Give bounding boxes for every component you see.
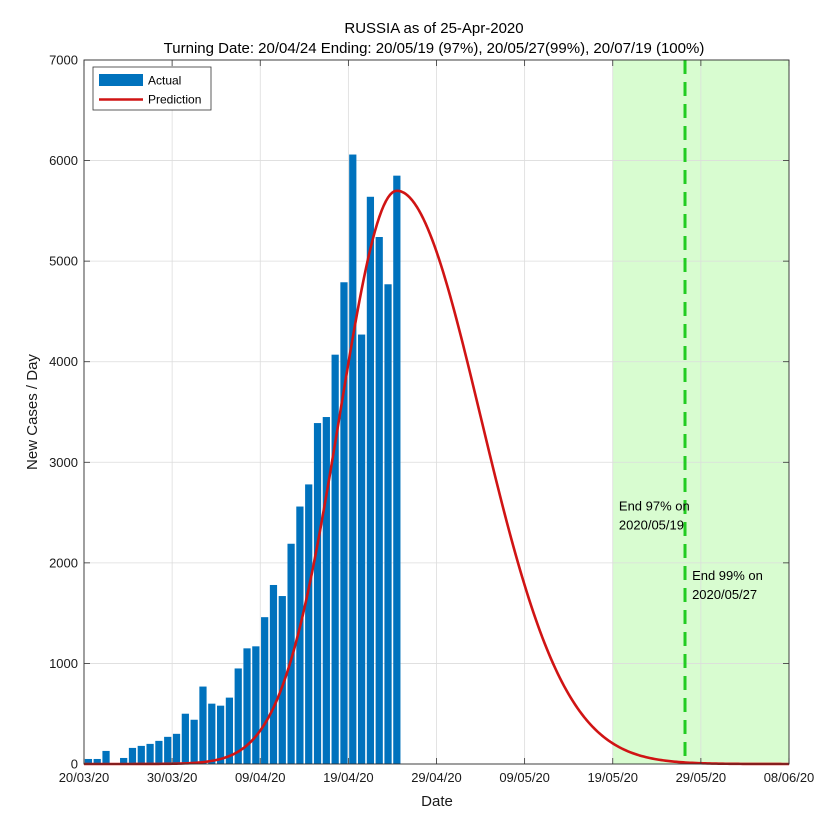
y-tick-label: 4000 [49, 354, 78, 369]
actual-bar [366, 196, 375, 764]
actual-bar [146, 743, 154, 764]
legend-actual-swatch [99, 74, 143, 86]
y-tick-label: 1000 [49, 656, 78, 671]
actual-bar [137, 745, 145, 764]
actual-bar [120, 757, 128, 764]
legend-prediction-label: Prediction [148, 93, 201, 107]
y-tick-label: 5000 [49, 254, 78, 269]
y-tick-label: 3000 [49, 455, 78, 470]
actual-bar [261, 617, 269, 764]
annotation-end-97-line-2: 2020/05/19 [619, 518, 684, 533]
grid [84, 60, 789, 764]
plot-area [83, 59, 790, 766]
y-tick-label: 7000 [49, 53, 78, 68]
x-tick-label: 19/05/20 [587, 770, 638, 785]
annotations: End 97% on 2020/05/19 End 99% on 2020/05… [619, 499, 766, 602]
actual-bar [102, 750, 110, 764]
x-tick-label: 09/04/20 [235, 770, 286, 785]
y-tick-label: 2000 [49, 555, 78, 570]
annotation-end-99-line-2: 2020/05/27 [692, 587, 757, 602]
x-tick-label: 20/03/20 [59, 770, 110, 785]
actual-bar [322, 417, 330, 764]
actual-bar [155, 740, 163, 764]
prediction-line [84, 189, 789, 766]
x-tick-label: 08/06/20 [764, 770, 815, 785]
annotation-end-97-line-1: End 97% on [619, 499, 690, 514]
actual-bar [252, 646, 260, 764]
y-tick-label: 0 [71, 757, 78, 772]
annotation-end-97: End 97% on 2020/05/19 [619, 499, 693, 533]
actual-bar [393, 175, 401, 764]
actual-bar [84, 758, 93, 764]
x-tick-label: 30/03/20 [147, 770, 198, 785]
annotation-end-99-line-1: End 99% on [692, 568, 763, 583]
actual-bar [278, 596, 286, 764]
actual-bars [84, 154, 401, 765]
actual-bar [331, 354, 339, 764]
actual-bar [128, 747, 137, 764]
actual-bar [225, 697, 234, 764]
actual-bar [243, 648, 251, 764]
actual-bar [357, 334, 366, 764]
chart-title: RUSSIA as of 25-Apr-2020 [344, 20, 523, 37]
actual-bar [269, 584, 278, 764]
actual-bar [375, 237, 383, 764]
y-tick-label: 6000 [49, 153, 78, 168]
actual-bar [234, 668, 242, 764]
actual-bar [208, 703, 216, 764]
actual-bar [181, 713, 189, 764]
actual-bar [305, 484, 313, 764]
actual-bar [216, 705, 225, 764]
legend-actual-label: Actual [148, 74, 181, 88]
x-tick-label: 09/05/20 [499, 770, 550, 785]
x-tick-label: 29/04/20 [411, 770, 462, 785]
annotation-end-99: End 99% on 2020/05/27 [692, 568, 766, 602]
x-tick-label: 29/05/20 [676, 770, 727, 785]
actual-bar [340, 282, 348, 764]
actual-bar [190, 719, 198, 764]
chart-subtitle: Turning Date: 20/04/24 Ending: 20/05/19 … [164, 40, 705, 57]
actual-bar [172, 733, 181, 764]
x-tick-label: 19/04/20 [323, 770, 374, 785]
x-axis-label: Date [421, 793, 453, 810]
actual-bar [93, 758, 101, 764]
actual-bar [199, 686, 207, 764]
actual-bar [349, 154, 357, 765]
y-axis-ticks: 0 1000 2000 3000 4000 5000 6000 7000 [49, 53, 789, 772]
actual-bar [287, 543, 295, 764]
actual-bar [164, 736, 172, 764]
actual-bar [296, 506, 304, 764]
y-axis-label: New Cases / Day [24, 354, 41, 470]
actual-bar [384, 284, 392, 764]
actual-bar [313, 423, 322, 764]
x-axis-ticks: 20/03/20 30/03/20 09/04/20 19/04/20 29/04/20… [59, 60, 815, 785]
legend: Actual Prediction [92, 66, 212, 111]
